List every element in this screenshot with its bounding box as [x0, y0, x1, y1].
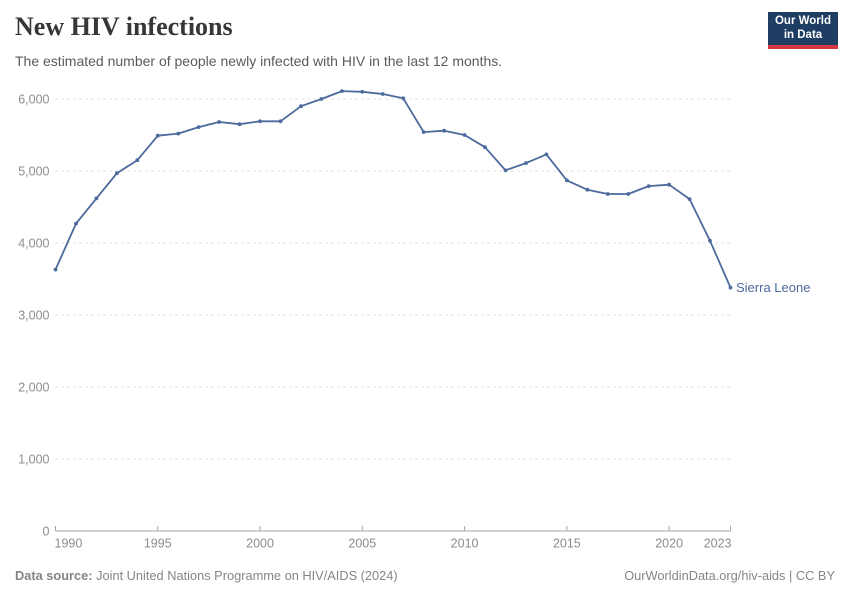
x-tick-label: 2020 — [655, 537, 683, 551]
data-point — [708, 238, 712, 243]
data-point — [462, 133, 467, 137]
data-point — [135, 158, 140, 163]
owid-logo-line1: Our World — [774, 15, 831, 27]
data-point — [524, 161, 528, 166]
data-point — [503, 168, 508, 173]
data-source: Data source: Joint United Nations Progra… — [15, 567, 398, 584]
data-point — [196, 125, 201, 129]
data-point — [421, 130, 426, 135]
data-point — [237, 122, 242, 127]
data-point — [258, 119, 262, 124]
data-point — [728, 285, 733, 290]
data-point — [53, 267, 58, 272]
y-tick-label: 2,000 — [18, 381, 49, 395]
x-tick-label: 1990 — [55, 537, 83, 551]
data-point — [94, 196, 99, 201]
data-point — [483, 145, 487, 150]
y-tick-label: 6,000 — [18, 93, 49, 107]
owid-logo-line2: in Data — [783, 28, 823, 41]
data-point — [176, 131, 181, 136]
data-point — [74, 221, 78, 226]
y-tick-label: 3,000 — [18, 309, 49, 323]
y-tick-label: 5,000 — [18, 165, 49, 179]
data-point — [217, 120, 222, 124]
x-tick-label: 2023 — [704, 537, 732, 551]
data-point — [442, 128, 446, 133]
data-point — [319, 97, 324, 101]
data-point — [401, 96, 406, 101]
data-point — [565, 178, 569, 183]
y-tick-label: 4,000 — [18, 237, 49, 251]
page-title: New HIV infections — [15, 12, 233, 41]
data-point — [646, 184, 651, 189]
owid-logo: Our World in Data — [768, 12, 838, 49]
entity-label: Sierra Leone — [736, 280, 810, 295]
data-point — [299, 104, 303, 109]
chart-subtitle: The estimated number of people newly inf… — [15, 53, 503, 69]
license-text: CC BY — [795, 568, 835, 583]
data-point — [667, 182, 671, 187]
data-line — [54, 90, 732, 289]
owid-url-link[interactable]: OurWorldinData.org/hiv-aids — [624, 568, 786, 583]
data-point — [360, 89, 365, 94]
x-tick-label: 2010 — [451, 537, 479, 551]
data-source-label: Data source: — [15, 568, 93, 583]
data-point — [115, 171, 119, 176]
data-point — [585, 187, 590, 192]
data-point — [278, 119, 283, 124]
chart-footer: Data source: Joint United Nations Progra… — [15, 567, 835, 584]
y-tick-label: 0 — [43, 525, 50, 539]
data-point — [687, 197, 692, 202]
x-tick-label: 2000 — [246, 537, 274, 551]
data-point — [155, 133, 160, 138]
data-point — [380, 92, 385, 96]
y-tick-label: 1,000 — [18, 453, 49, 467]
footer-separator: | — [789, 568, 793, 583]
x-tick-label: 2005 — [348, 537, 376, 551]
data-point — [605, 192, 610, 196]
data-point — [626, 192, 631, 196]
data-point — [544, 152, 549, 157]
data-point — [340, 89, 344, 93]
data-source-text: Joint United Nations Programme on HIV/AI… — [96, 568, 398, 583]
footer-credits: OurWorldinData.org/hiv-aids | CC BY — [624, 567, 835, 584]
x-tick-label: 2015 — [553, 537, 581, 551]
x-tick-label: 1995 — [144, 537, 172, 551]
